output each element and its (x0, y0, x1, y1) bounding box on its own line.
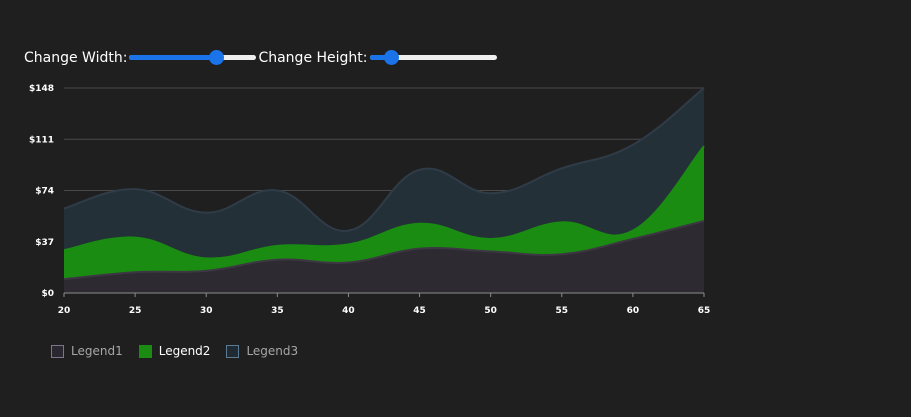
width-slider[interactable] (129, 48, 257, 68)
series-line-legend1 (63, 220, 705, 281)
series-area-legend1 (64, 220, 704, 293)
legend-item-legend3[interactable]: Legend3 (226, 344, 298, 358)
legend-swatch (138, 344, 152, 358)
height-slider-label: Change Height: (258, 50, 368, 66)
legend-item-legend2[interactable]: Legend2 (138, 344, 211, 358)
area-chart: 20 25 30 35 40 45 50 55 60 65 $0 $37 $74 $111 $148 (29, 84, 710, 316)
x-tick-label: 50 (484, 306, 497, 316)
y-tick-label: $148 (29, 84, 54, 94)
y-tick-label: $0 (41, 289, 54, 299)
x-tick-label: 65 (698, 306, 711, 316)
x-tick-label: 60 (627, 306, 640, 316)
legend-swatch (226, 344, 240, 358)
legend-label: Legend3 (246, 344, 299, 358)
width-slider-thumb[interactable] (208, 50, 224, 65)
width-slider-label: Change Width: (24, 50, 128, 66)
height-slider-track[interactable] (369, 55, 497, 60)
height-slider-fill (369, 55, 392, 60)
legend-item-legend1[interactable]: Legend1 (51, 344, 123, 358)
x-tick-label: 45 (413, 306, 426, 316)
y-tick-label: $74 (35, 187, 54, 197)
x-tick-label: 30 (200, 306, 213, 316)
x-tick-label: 35 (271, 306, 284, 316)
y-tick-label: $37 (35, 238, 54, 248)
legend-label: Legend2 (158, 344, 211, 358)
x-tick-label: 25 (129, 306, 142, 316)
series-areas (63, 87, 705, 293)
x-tick-label: 40 (342, 306, 355, 316)
x-tick-label: 55 (556, 306, 569, 316)
legend: Legend1 Legend2 Legend3 (51, 344, 314, 358)
axes (63, 292, 705, 297)
tick-labels: 20 25 30 35 40 45 50 55 60 65 $0 $37 $74 $111 $148 (29, 84, 710, 316)
series-line-legend3 (63, 87, 705, 232)
legend-label: Legend1 (71, 344, 123, 358)
series-line-legend2 (63, 145, 705, 260)
height-slider-thumb[interactable] (384, 50, 400, 65)
size-controls: Change Width: Change Height: (24, 48, 499, 68)
legend-swatch (51, 344, 64, 358)
width-slider-fill (129, 55, 216, 60)
y-tick-label: $111 (29, 135, 54, 145)
height-slider[interactable] (369, 48, 497, 68)
x-tick-label: 20 (58, 306, 71, 316)
